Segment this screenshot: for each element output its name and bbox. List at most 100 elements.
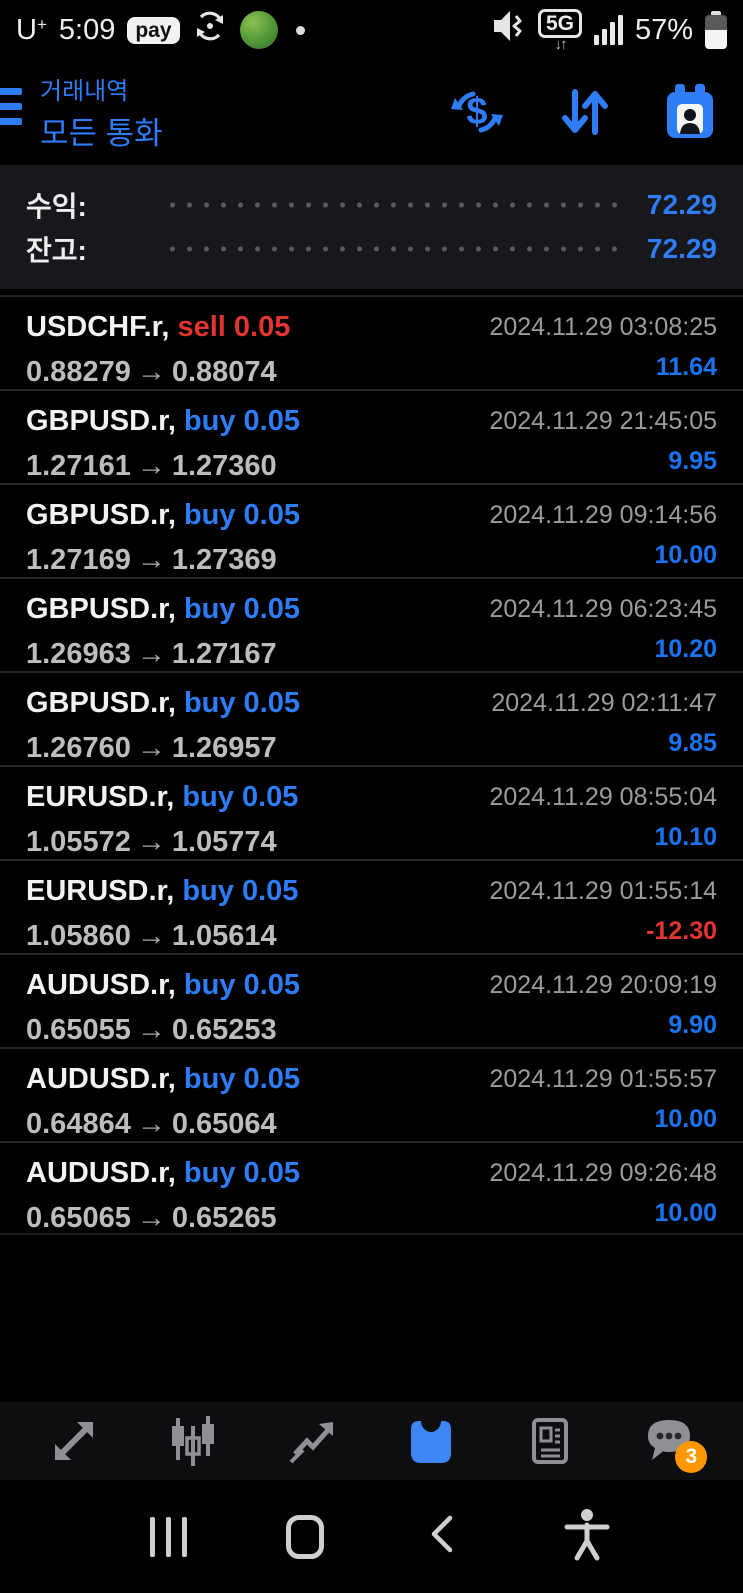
trade-datetime: 2024.11.29 03:08:25: [489, 313, 717, 341]
android-nav-bar: [0, 1480, 743, 1593]
news-icon[interactable]: [520, 1411, 580, 1471]
5g-badge-icon: 5G ↓↑: [537, 8, 582, 52]
accessibility-icon[interactable]: [561, 1506, 613, 1567]
trade-profit: 10.20: [654, 635, 717, 663]
trade-profit: 9.90: [668, 1011, 717, 1039]
trade-row[interactable]: EURUSD.r, buy 0.05 1.05860 → 1.05614 2024.…: [0, 859, 743, 953]
trade-close-price: 0.65265: [171, 1202, 277, 1234]
menu-hamburger-icon[interactable]: [0, 88, 22, 125]
trade-open-price: 0.65055: [26, 1014, 131, 1046]
balance-value: 72.29: [646, 233, 717, 264]
vibrate-mute-icon: [490, 6, 526, 54]
bottom-nav: 3: [0, 1402, 743, 1480]
trade-datetime: 2024.11.29 06:23:45: [489, 595, 717, 623]
quotes-arrows-icon[interactable]: [44, 1411, 104, 1471]
price-arrow: →: [136, 826, 166, 858]
trade-close-price: 1.26957: [171, 732, 277, 764]
sort-arrows-icon[interactable]: [555, 84, 611, 140]
trade-datetime: 2024.11.29 20:09:19: [489, 971, 717, 999]
trade-close-price: 1.27167: [171, 638, 277, 670]
trade-open-price: 0.64864: [26, 1108, 131, 1140]
trade-symbol: GBPUSD.r,: [26, 687, 184, 719]
trade-datetime: 2024.11.29 01:55:57: [489, 1065, 717, 1093]
trade-side-volume: buy 0.05: [183, 1157, 300, 1189]
history-tray-icon[interactable]: [401, 1411, 461, 1471]
trade-open-price: 1.27161: [26, 450, 131, 482]
trade-symbol: GBPUSD.r,: [26, 593, 184, 625]
price-arrow: →: [136, 1108, 166, 1140]
trade-close-price: 0.65253: [171, 1014, 277, 1046]
price-arrow: →: [136, 356, 166, 388]
trade-trend-icon[interactable]: [282, 1411, 342, 1471]
balance-row: 잔고: 72.29: [26, 229, 717, 269]
trade-close-price: 1.05614: [171, 920, 277, 952]
trade-side-volume: buy 0.05: [183, 687, 300, 719]
price-arrow: →: [136, 1014, 166, 1046]
dotted-leader: [164, 246, 629, 252]
trade-datetime: 2024.11.29 01:55:14: [489, 877, 717, 905]
profit-row: 수익: 72.29: [26, 185, 717, 225]
status-bar: U+ 5:09 pay: [0, 0, 743, 60]
trade-row[interactable]: GBPUSD.r, buy 0.05 1.26760 → 1.26957 2024.…: [0, 671, 743, 765]
trade-profit: 10.00: [654, 541, 717, 569]
trade-close-price: 1.05774: [171, 826, 277, 858]
green-app-icon: [239, 11, 278, 49]
messages-badge: 3: [675, 1441, 708, 1473]
notification-dot: [295, 25, 305, 35]
battery-icon: [705, 11, 727, 49]
trade-profit: 9.95: [668, 447, 717, 475]
trade-row[interactable]: GBPUSD.r, buy 0.05 1.26963 → 1.27167 2024.…: [0, 577, 743, 671]
messages-icon[interactable]: 3: [639, 1411, 708, 1473]
trade-close-price: 1.27360: [171, 450, 277, 482]
trade-profit: 11.64: [655, 353, 717, 381]
trade-row[interactable]: GBPUSD.r, buy 0.05 1.27169 → 1.27369 2024.…: [0, 483, 743, 577]
trade-datetime: 2024.11.29 09:26:48: [489, 1159, 717, 1187]
back-icon[interactable]: [422, 1510, 462, 1563]
trade-symbol: GBPUSD.r,: [26, 405, 184, 437]
trade-close-price: 0.88074: [171, 356, 277, 388]
currency-exchange-icon[interactable]: $: [449, 84, 505, 140]
trade-side-volume: buy 0.05: [182, 875, 299, 907]
balance-label: 잔고:: [26, 235, 87, 266]
trade-row[interactable]: AUDUSD.r, buy 0.05 0.65055 → 0.65253 2024.…: [0, 953, 743, 1047]
trade-close-price: 1.27369: [171, 544, 277, 576]
trade-profit: 10.00: [654, 1105, 717, 1133]
trade-symbol: USDCHF.r,: [26, 311, 178, 343]
charts-candles-icon[interactable]: [163, 1411, 223, 1471]
dotted-leader: [164, 202, 629, 208]
trade-open-price: 1.05572: [26, 826, 131, 858]
trade-side-volume: buy 0.05: [183, 593, 300, 625]
sync-icon: [192, 8, 228, 52]
trade-symbol: AUDUSD.r,: [26, 1063, 184, 1095]
price-arrow: →: [136, 450, 166, 482]
recents-icon[interactable]: [150, 1516, 187, 1557]
trade-open-price: 0.65065: [26, 1202, 131, 1234]
trade-side-volume: buy 0.05: [183, 405, 300, 437]
profit-label: 수익:: [26, 191, 87, 222]
page-title: 거래내역: [40, 77, 129, 105]
trade-row[interactable]: AUDUSD.r, buy 0.05 0.64864 → 0.65064 2024.…: [0, 1047, 743, 1141]
trade-symbol: AUDUSD.r,: [26, 969, 184, 1001]
home-icon[interactable]: [285, 1514, 324, 1559]
contacts-icon[interactable]: [661, 83, 717, 140]
empty-area: [0, 1235, 743, 1402]
trade-row[interactable]: AUDUSD.r, buy 0.05 0.65065 → 0.65265 2024.…: [0, 1141, 743, 1235]
trade-side-volume: sell 0.05: [177, 311, 291, 343]
trade-datetime: 2024.11.29 21:45:05: [489, 407, 717, 435]
trade-row[interactable]: USDCHF.r, sell 0.05 0.88279 → 0.88074 2024…: [0, 295, 743, 389]
trade-close-price: 0.65064: [171, 1108, 277, 1140]
trade-row[interactable]: EURUSD.r, buy 0.05 1.05572 → 1.05774 2024.…: [0, 765, 743, 859]
trade-symbol: EURUSD.r,: [26, 875, 183, 907]
account-summary-panel: 수익: 72.29 잔고: 72.29: [0, 165, 743, 289]
trade-row[interactable]: GBPUSD.r, buy 0.05 1.27161 → 1.27360 2024.…: [0, 389, 743, 483]
svg-text:$: $: [466, 91, 487, 133]
trade-datetime: 2024.11.29 02:11:47: [491, 689, 717, 717]
price-arrow: →: [136, 732, 166, 764]
trade-profit: -12.30: [646, 917, 717, 945]
clock: 5:09: [58, 13, 116, 46]
filter-subtitle[interactable]: 모든 통화: [40, 115, 163, 151]
trade-open-price: 1.26963: [26, 638, 131, 670]
price-arrow: →: [136, 1202, 166, 1234]
trade-profit: 9.85: [668, 729, 717, 757]
